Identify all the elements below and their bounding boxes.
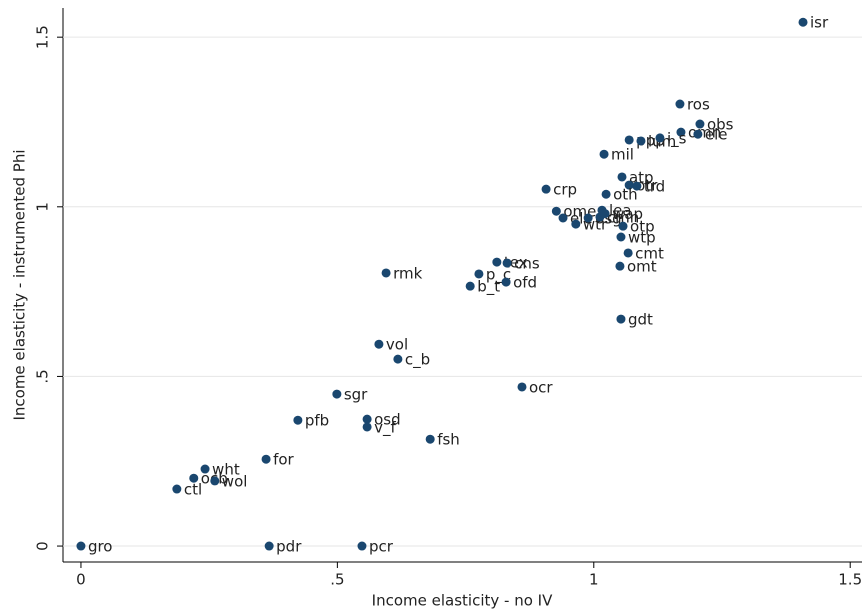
point [362, 422, 372, 432]
point-label: wap [612, 205, 643, 223]
point [261, 454, 271, 464]
point-label: wol [222, 472, 248, 490]
point-label: pfb [305, 412, 329, 430]
point-label: cns [514, 255, 540, 273]
point-label: isr [810, 14, 829, 32]
point [465, 281, 475, 291]
point [502, 258, 512, 268]
point-label: tex [504, 254, 528, 272]
point [551, 206, 561, 216]
point-label: pcr [369, 538, 394, 556]
y-tick-label: 1.5 [34, 25, 52, 49]
point-label: mil [611, 146, 634, 164]
point [655, 133, 665, 143]
point [623, 248, 633, 258]
point-label: pdr [276, 538, 302, 556]
point-label: ctl [184, 481, 202, 499]
point [693, 129, 703, 139]
point [571, 219, 581, 229]
point [558, 213, 568, 223]
point-label: ros [687, 96, 710, 114]
point-label: trd [644, 178, 665, 196]
y-tick-label: .5 [34, 369, 52, 383]
point-label: ocr [529, 378, 553, 396]
point [501, 277, 511, 287]
point [172, 484, 182, 494]
y-tick-label: 0 [34, 541, 52, 551]
point [624, 135, 634, 145]
point [293, 415, 303, 425]
point-label: osd [374, 411, 401, 429]
point-label: gdt [628, 311, 653, 329]
point [492, 257, 502, 267]
point [357, 541, 367, 551]
point-label: rmk [393, 264, 423, 282]
point-label: c_b [405, 351, 430, 370]
point [264, 541, 274, 551]
point [583, 213, 593, 223]
point-label: oth [613, 186, 638, 204]
point-label: lea [609, 202, 632, 220]
point-label: cmn [607, 208, 639, 226]
point [616, 314, 626, 324]
point [374, 339, 384, 349]
point [425, 434, 435, 444]
point-label: wht [212, 461, 240, 479]
point [541, 184, 551, 194]
y-tick-label: 1 [34, 202, 52, 212]
point-label: otr [636, 177, 658, 195]
x-tick-label: .5 [330, 571, 344, 589]
point [675, 99, 685, 109]
point-label: otp [630, 218, 655, 236]
point-label: crp [553, 181, 577, 199]
point [76, 541, 86, 551]
point-label: wtp [628, 228, 656, 246]
point [615, 261, 625, 271]
point-label: gro [88, 538, 113, 556]
point-label: v_f [374, 418, 396, 437]
point [798, 17, 808, 27]
point [636, 136, 646, 146]
point-label: sgr [344, 386, 368, 404]
point [676, 127, 686, 137]
point [618, 221, 628, 231]
point [695, 119, 705, 129]
point [474, 269, 484, 279]
point-label: omt [627, 258, 657, 276]
point [624, 180, 634, 190]
point [362, 414, 372, 424]
point [599, 149, 609, 159]
point [393, 354, 403, 364]
point [632, 181, 642, 191]
point-label: for [273, 451, 294, 469]
y-axis-label: Income elasticity - instrumented Phi [11, 149, 29, 420]
point-label: ofd [513, 274, 537, 292]
point [600, 209, 610, 219]
x-tick-label: 1 [589, 571, 599, 589]
point [200, 464, 210, 474]
x-axis-label: Income elasticity - no IV [372, 592, 553, 610]
point-label: atp [629, 168, 654, 186]
x-tick-label: 0 [76, 571, 86, 589]
point [381, 268, 391, 278]
point-label: b_t [477, 278, 500, 297]
point [617, 172, 627, 182]
point-label: i_s [667, 129, 687, 148]
point [210, 476, 220, 486]
point-label: ele [705, 126, 728, 144]
point [616, 232, 626, 242]
point-label: fsh [437, 431, 460, 449]
point [189, 473, 199, 483]
point-label: vol [386, 336, 408, 354]
point [601, 189, 611, 199]
point-label: cmt [635, 244, 664, 262]
x-tick-label: 1.5 [838, 571, 862, 589]
point [332, 389, 342, 399]
point-label: obs [707, 116, 734, 134]
point [517, 382, 527, 392]
